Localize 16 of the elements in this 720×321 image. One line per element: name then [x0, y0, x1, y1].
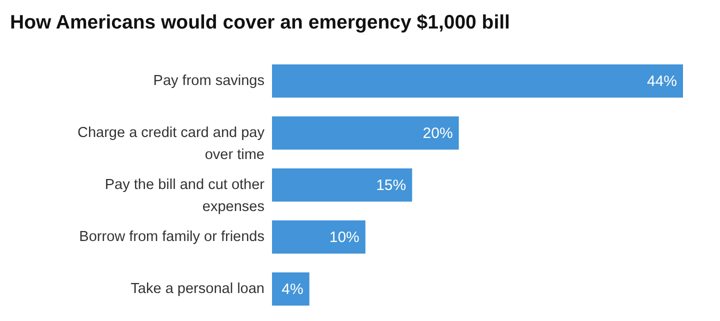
chart-title: How Americans would cover an emergency $1,000 bill: [10, 12, 510, 34]
data-label: 44%: [646, 73, 677, 90]
bar: [272, 272, 310, 306]
bar: [272, 168, 412, 202]
y-tick-label: Pay from savings: [153, 73, 264, 89]
data-label: 10%: [329, 229, 360, 246]
y-tick-label: Charge a credit card and pay over time: [78, 125, 266, 163]
bar: [272, 64, 683, 98]
y-tick-label: Borrow from family or friends: [79, 229, 264, 245]
y-tick-label: Pay the bill and cut other expenses: [104, 177, 265, 215]
data-label: 15%: [376, 177, 406, 194]
y-tick-label: Take a personal loan: [130, 281, 264, 297]
bar: [272, 220, 366, 254]
data-label: 4%: [282, 281, 304, 298]
bar: [272, 116, 459, 150]
data-label: 20%: [422, 125, 453, 142]
